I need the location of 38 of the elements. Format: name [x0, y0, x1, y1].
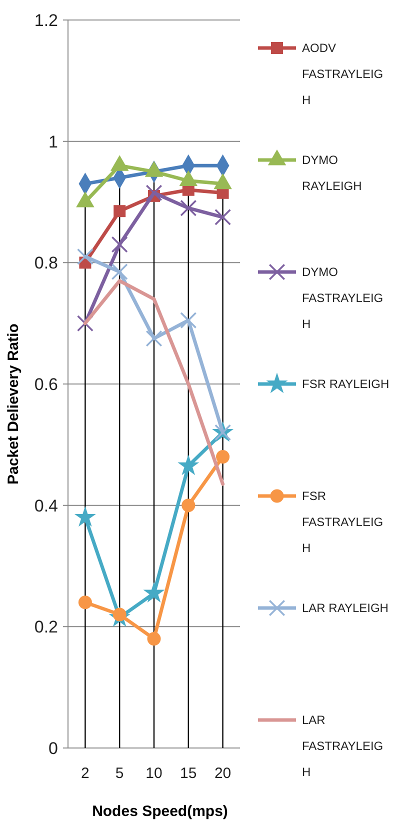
point: [146, 184, 162, 202]
y-tick-label: 0.4: [34, 496, 58, 516]
point: [180, 200, 197, 216]
x-axis-title: Nodes Speed(mps): [92, 803, 228, 820]
point: [182, 498, 196, 512]
point: [214, 208, 232, 226]
y-tick-label: 0: [48, 738, 58, 758]
point: [178, 454, 200, 476]
point: [147, 632, 161, 646]
legend-label: DYMO FASTRAYLEIGH: [302, 265, 384, 331]
y-tick-label: 0.8: [34, 254, 58, 273]
legend-label: FSR FASTRAYLEIGH: [302, 489, 384, 555]
point: [143, 582, 165, 602]
point: [76, 248, 94, 265]
x-tick-label: 5: [115, 765, 124, 782]
point: [78, 596, 92, 610]
legend-label: DYMO RAYLEIGH: [302, 153, 362, 193]
point: [216, 450, 230, 464]
y-axis-title: Packet Delievery Ratio: [5, 324, 22, 484]
y-tick-label: 1: [48, 132, 58, 152]
x-tick-label: 2: [81, 765, 90, 782]
point: [114, 205, 126, 218]
point: [146, 330, 162, 347]
y-tick-label: 0.2: [34, 618, 58, 637]
legend-label: FSR RAYLEIGH: [302, 377, 390, 391]
legend-label: LAR FASTRAYLEIGH: [302, 713, 384, 779]
point: [111, 236, 128, 253]
y-tick-label: 1.2: [34, 10, 58, 30]
x-tick-label: 15: [180, 765, 197, 782]
point: [180, 312, 197, 329]
legend-label: AODV FASTRAYLEIGH: [302, 41, 384, 107]
legend-label: LAR RAYLEIGH: [302, 601, 388, 615]
point: [111, 263, 128, 280]
y-tick-label: 0.6: [34, 374, 58, 394]
point: [74, 506, 96, 527]
x-tick-label: 20: [214, 765, 232, 782]
line-series: [83, 279, 225, 486]
x-tick-label: 10: [146, 765, 162, 782]
